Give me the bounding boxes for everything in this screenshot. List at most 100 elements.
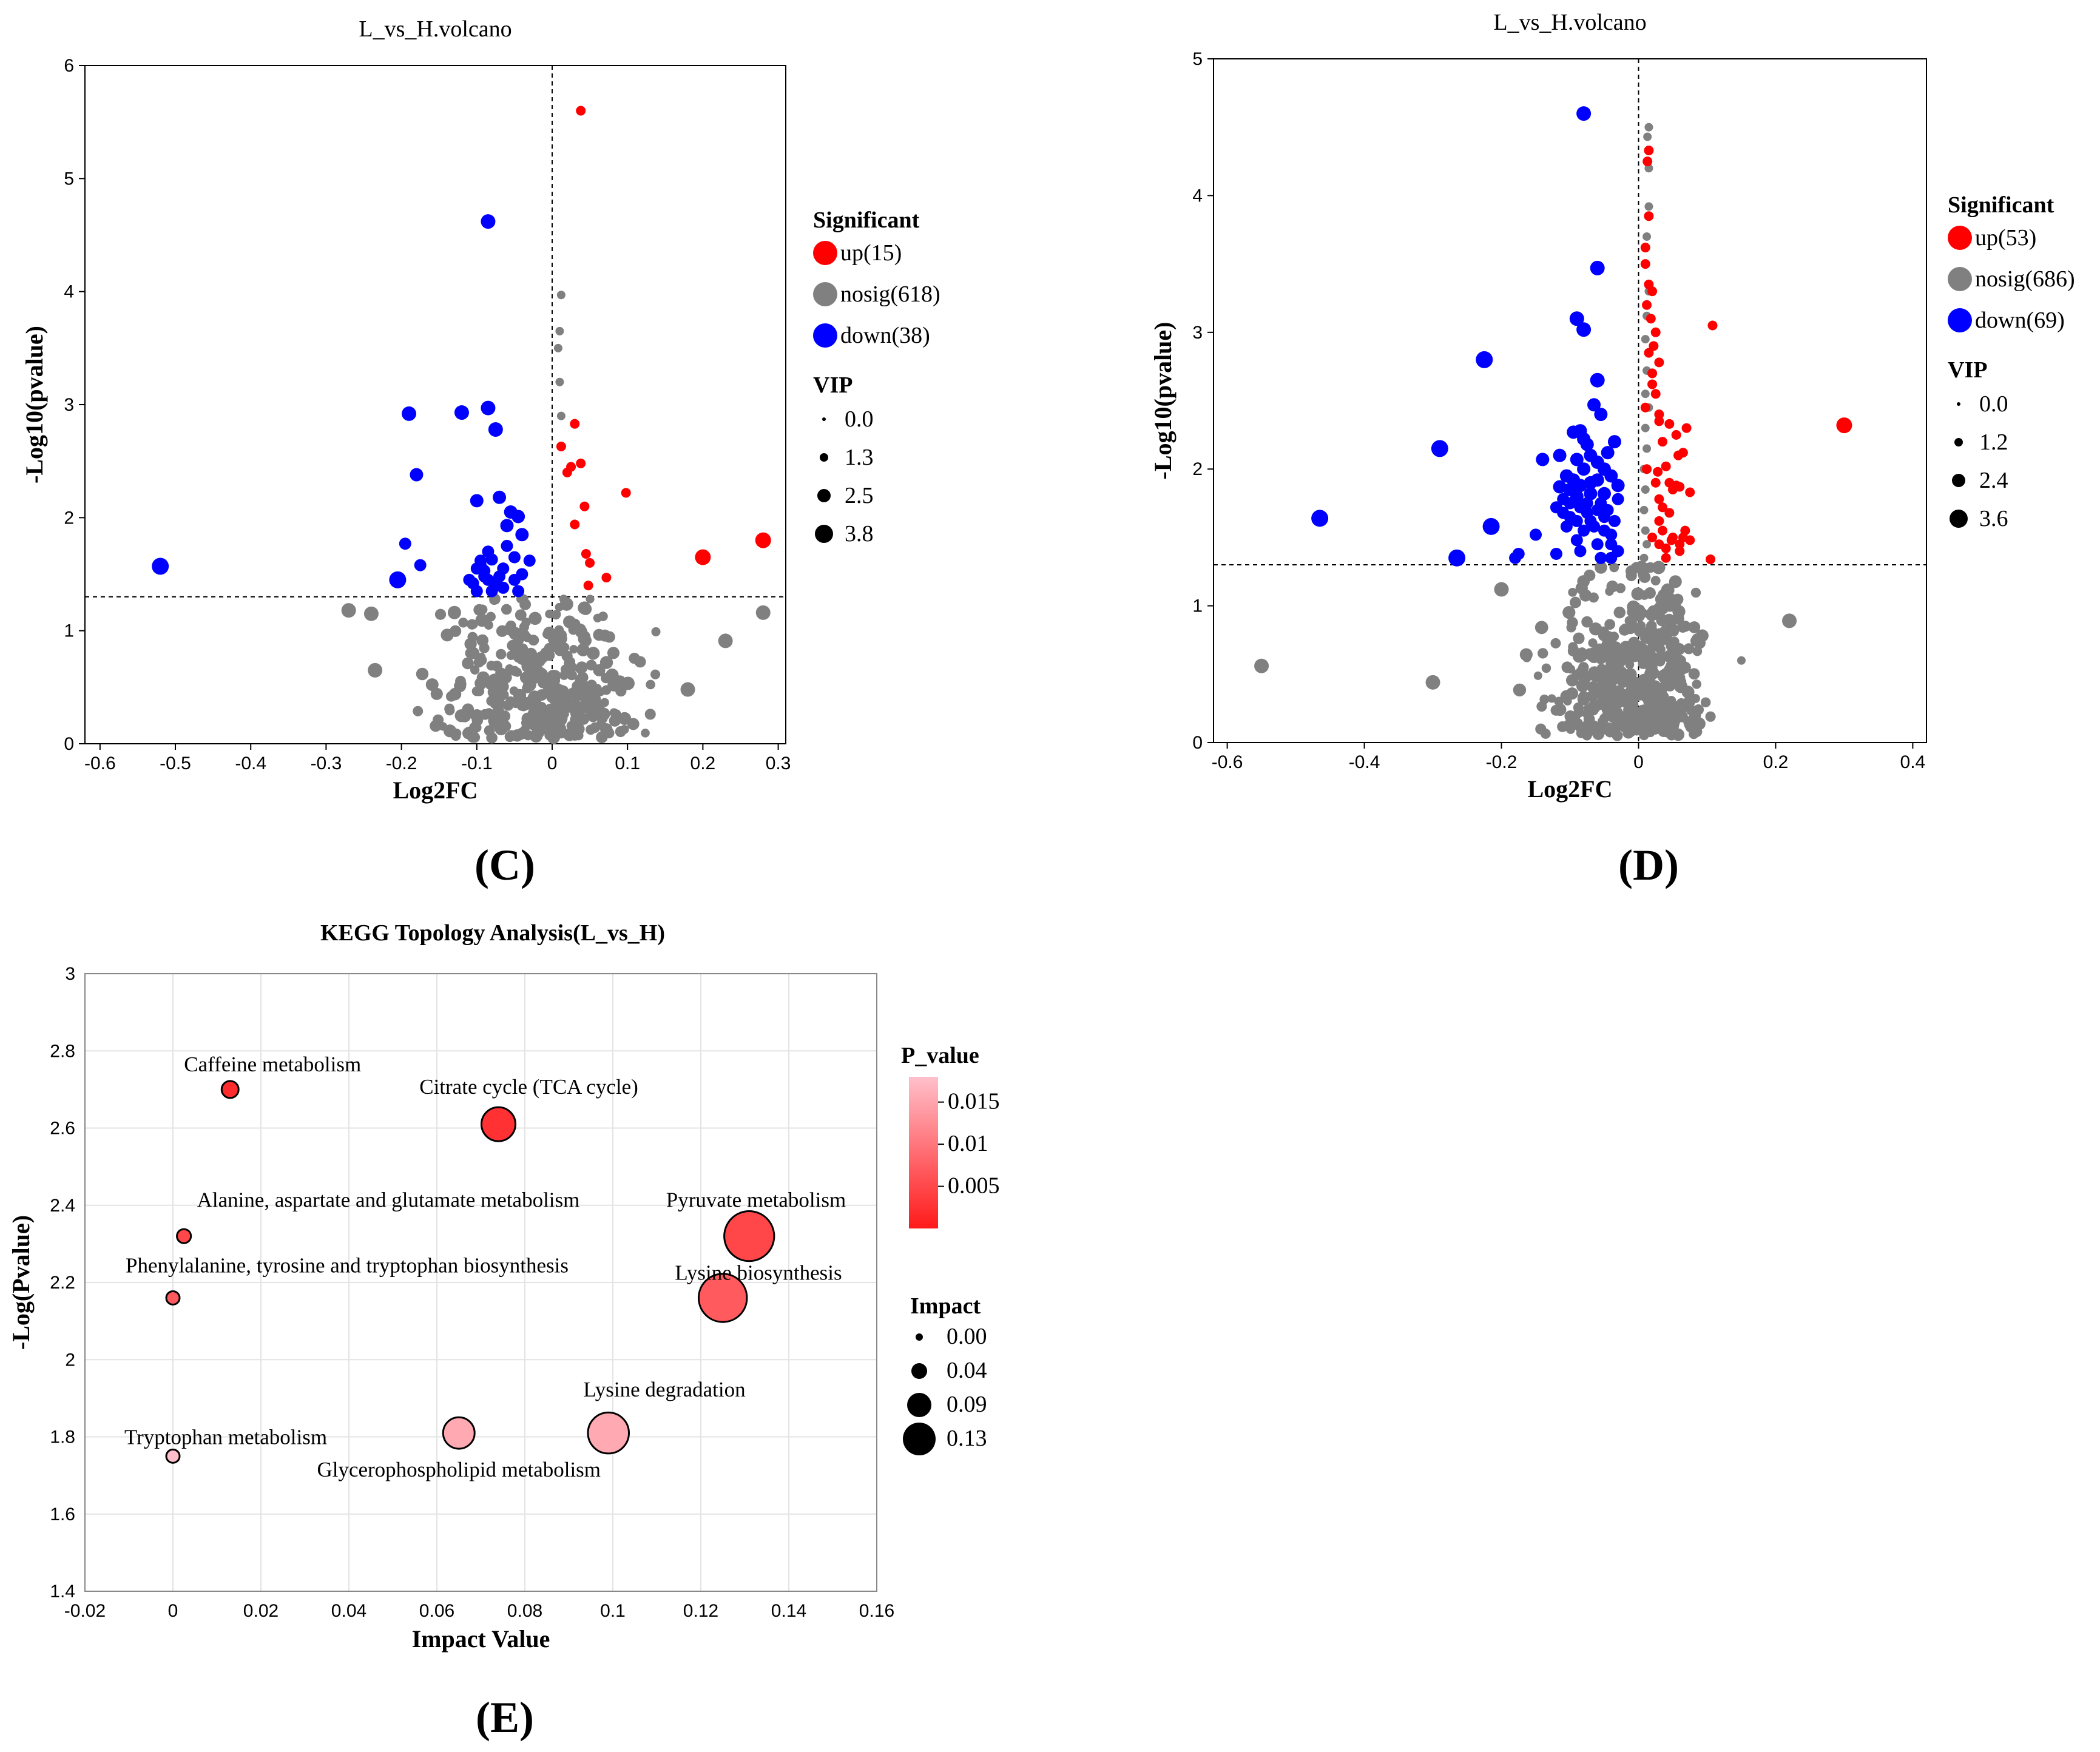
nosig-point — [438, 722, 448, 731]
panel-label-d: (D) — [1618, 841, 1679, 889]
up-point — [581, 548, 591, 559]
x-tick-label: 0 — [547, 753, 558, 773]
nosig-point — [1639, 505, 1649, 514]
up-point — [1644, 211, 1654, 221]
pathway-bubble — [698, 1273, 748, 1323]
up-point — [562, 467, 572, 477]
nosig-point — [596, 712, 608, 724]
nosig-point — [1660, 668, 1670, 678]
nosig-point — [471, 723, 482, 733]
nosig-point — [1666, 594, 1680, 607]
nosig-point — [566, 669, 577, 681]
up-point — [1644, 146, 1654, 156]
nosig-point — [1630, 562, 1643, 573]
nosig-point — [1604, 619, 1616, 630]
pathway-bubble — [176, 1228, 192, 1244]
down-point — [1584, 448, 1598, 462]
nosig-point — [1576, 679, 1589, 693]
nosig-point — [1587, 681, 1599, 693]
nosig-point — [1632, 610, 1643, 622]
y-tick-label: 2 — [1192, 459, 1203, 479]
nosig-point — [1670, 709, 1684, 722]
legend-marker-nosig — [813, 282, 837, 306]
nosig-point — [1620, 697, 1631, 708]
down-point — [1569, 311, 1584, 326]
down-point — [1570, 534, 1583, 547]
nosig-point — [1565, 674, 1579, 687]
plot-frame — [1213, 58, 1927, 743]
nosig-point — [569, 618, 581, 630]
nosig-point — [586, 647, 600, 660]
nosig-point — [596, 687, 605, 696]
pathway-label: Alanine, aspartate and glutamate metabol… — [197, 1188, 580, 1212]
vip-size-label: 2.4 — [1979, 468, 2008, 493]
down-point — [523, 554, 536, 567]
nosig-point — [1522, 653, 1531, 662]
nosig-point — [1624, 621, 1637, 635]
down-point — [1509, 551, 1522, 564]
up-point — [1661, 461, 1671, 471]
legend-marker-down — [813, 323, 837, 348]
nosig-point — [1658, 589, 1669, 600]
nosig-point — [576, 643, 590, 656]
nosig-point — [1688, 621, 1701, 633]
nosig-point — [1581, 616, 1593, 628]
down-point — [493, 570, 506, 583]
impact-size-marker — [916, 1333, 923, 1341]
x-tick-label: 0.1 — [615, 753, 640, 773]
down-point — [1311, 510, 1329, 527]
pvalue-colorbar-legend: P_value 0.015 0.01 0.005 — [901, 1043, 1000, 1228]
nosig-point — [1641, 389, 1650, 399]
nosig-point — [586, 595, 595, 604]
pathway-label: Lysine biosynthesis — [675, 1261, 842, 1284]
nosig-point — [1611, 706, 1622, 718]
nosig-point — [1782, 613, 1797, 628]
nosig-point — [575, 675, 585, 686]
nosig-point — [1641, 485, 1650, 494]
down-point — [500, 519, 514, 533]
up-point — [576, 106, 586, 116]
nosig-point — [363, 606, 379, 621]
y-tick-label: 4 — [1192, 186, 1203, 206]
down-point — [399, 537, 411, 550]
nosig-point — [1660, 724, 1674, 738]
nosig-point — [501, 604, 512, 615]
legend-label-up: up(53) — [1975, 225, 2036, 251]
nosig-point — [522, 730, 533, 741]
y-tick-label: 2.4 — [50, 1196, 75, 1216]
x-tick-label: 0.14 — [771, 1601, 806, 1621]
nosig-point — [646, 679, 655, 690]
panel-label-c: (C) — [474, 841, 535, 889]
up-point — [1664, 477, 1675, 488]
nosig-point — [1576, 665, 1589, 679]
nosig-point — [1588, 666, 1601, 680]
down-point — [1581, 507, 1593, 519]
down-point — [1559, 469, 1573, 483]
down-point — [1612, 493, 1624, 505]
nosig-point — [584, 690, 593, 699]
vip-legend: VIP 0.0 1.3 2.5 3.8 — [813, 372, 874, 547]
down-point — [389, 571, 407, 588]
x-tick-label: 0.12 — [683, 1601, 718, 1621]
nosig-point — [613, 675, 627, 689]
up-point — [1640, 243, 1650, 253]
nosig-point — [1579, 589, 1592, 602]
down-point — [414, 559, 427, 571]
y-tick-label: 3 — [1192, 323, 1203, 343]
y-tick-label: 3 — [65, 964, 75, 984]
up-point — [570, 419, 580, 429]
nosig-point — [1588, 638, 1598, 648]
nosig-point — [534, 665, 543, 674]
nosig-point — [1641, 526, 1650, 535]
up-point — [1685, 535, 1695, 545]
y-tick-label: 4 — [64, 282, 74, 302]
nosig-point — [1640, 633, 1650, 644]
nosig-point — [1690, 587, 1701, 598]
down-point — [1550, 501, 1562, 514]
down-point — [1584, 487, 1598, 500]
x-tick-label: 0.16 — [859, 1601, 894, 1621]
nosig-point — [1692, 646, 1703, 656]
nosig-point — [607, 647, 620, 659]
down-point — [1560, 520, 1573, 533]
nosig-point — [1600, 722, 1613, 735]
